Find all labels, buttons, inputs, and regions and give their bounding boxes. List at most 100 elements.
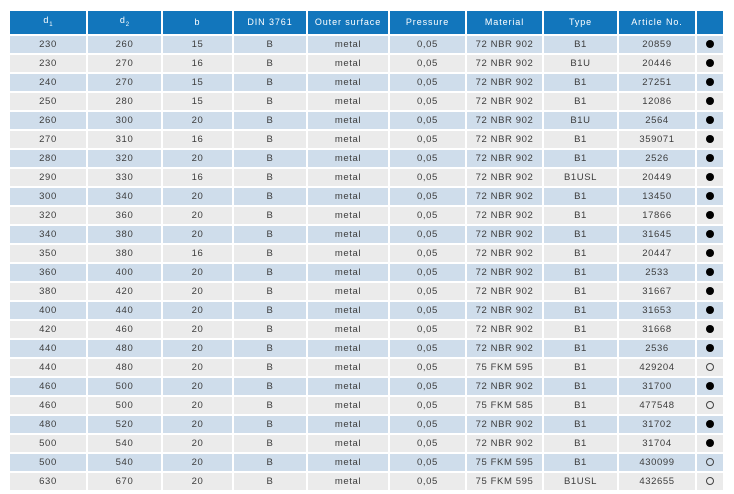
cell-b: 20 (163, 206, 234, 226)
cell-b: 20 (163, 396, 234, 416)
cell-article_no: 31653 (619, 301, 697, 321)
cell-type: B1 (544, 225, 619, 245)
column-header-label: Material (484, 17, 525, 28)
cell-availability (697, 472, 723, 492)
cell-type: B1 (544, 130, 619, 150)
cell-availability (697, 301, 723, 321)
cell-din: B (234, 339, 308, 359)
cell-type: B1 (544, 301, 619, 321)
cell-material: 75 FKM 595 (467, 453, 544, 473)
cell-d2: 280 (88, 92, 163, 112)
cell-availability (697, 35, 723, 55)
cell-article_no: 20449 (619, 168, 697, 188)
cell-material: 72 NBR 902 (467, 149, 544, 169)
cell-article_no: 31700 (619, 377, 697, 397)
cell-b: 20 (163, 415, 234, 435)
cell-din: B (234, 225, 308, 245)
cell-article_no: 27251 (619, 73, 697, 93)
cell-b: 20 (163, 453, 234, 473)
cell-availability (697, 377, 723, 397)
cell-pressure: 0,05 (390, 434, 467, 454)
cell-outer_surface: metal (308, 320, 390, 340)
availability-open-circle-icon (706, 458, 714, 467)
cell-b: 20 (163, 472, 234, 492)
cell-d2: 500 (88, 396, 163, 416)
cell-d1: 400 (10, 301, 88, 321)
cell-article_no: 2526 (619, 149, 697, 169)
availability-filled-circle-icon (706, 59, 714, 68)
cell-material: 72 NBR 902 (467, 301, 544, 321)
cell-d1: 500 (10, 434, 88, 454)
cell-pressure: 0,05 (390, 301, 467, 321)
availability-filled-circle-icon (706, 249, 714, 258)
cell-material: 72 NBR 902 (467, 206, 544, 226)
cell-d2: 300 (88, 111, 163, 131)
cell-din: B (234, 168, 308, 188)
cell-pressure: 0,05 (390, 92, 467, 112)
availability-filled-circle-icon (706, 325, 714, 334)
cell-din: B (234, 206, 308, 226)
cell-outer_surface: metal (308, 54, 390, 74)
cell-availability (697, 339, 723, 359)
cell-pressure: 0,05 (390, 149, 467, 169)
cell-din: B (234, 434, 308, 454)
cell-availability (697, 73, 723, 93)
availability-filled-circle-icon (706, 306, 714, 315)
cell-d1: 480 (10, 415, 88, 435)
column-header-label: d (119, 15, 126, 25)
cell-type: B1USL (544, 168, 619, 188)
cell-material: 75 FKM 595 (467, 472, 544, 492)
cell-b: 20 (163, 263, 234, 283)
cell-d2: 400 (88, 263, 163, 283)
cell-din: B (234, 301, 308, 321)
cell-type: B1 (544, 92, 619, 112)
cell-material: 72 NBR 902 (467, 187, 544, 207)
cell-availability (697, 282, 723, 302)
cell-material: 72 NBR 902 (467, 282, 544, 302)
cell-material: 72 NBR 902 (467, 92, 544, 112)
cell-b: 16 (163, 168, 234, 188)
cell-availability (697, 149, 723, 169)
cell-d2: 480 (88, 358, 163, 378)
availability-filled-circle-icon (706, 287, 714, 296)
cell-article_no: 2564 (619, 111, 697, 131)
availability-filled-circle-icon (706, 97, 714, 106)
cell-material: 72 NBR 902 (467, 130, 544, 150)
cell-availability (697, 206, 723, 226)
cell-outer_surface: metal (308, 301, 390, 321)
column-header-label: d (43, 15, 50, 25)
cell-availability (697, 396, 723, 416)
cell-b: 20 (163, 434, 234, 454)
column-header-label: Outer surface (314, 17, 382, 28)
cell-material: 72 NBR 902 (467, 415, 544, 435)
cell-b: 20 (163, 320, 234, 340)
cell-d1: 420 (10, 320, 88, 340)
cell-din: B (234, 282, 308, 302)
cell-outer_surface: metal (308, 396, 390, 416)
cell-type: B1 (544, 396, 619, 416)
cell-article_no: 429204 (619, 358, 697, 378)
column-header-label: b (194, 17, 201, 28)
cell-availability (697, 225, 723, 245)
cell-din: B (234, 111, 308, 131)
column-header-label: DIN 3761 (247, 17, 293, 28)
cell-d2: 670 (88, 472, 163, 492)
cell-availability (697, 168, 723, 188)
cell-pressure: 0,05 (390, 206, 467, 226)
cell-d1: 440 (10, 358, 88, 378)
cell-d2: 310 (88, 130, 163, 150)
cell-d2: 460 (88, 320, 163, 340)
cell-article_no: 20859 (619, 35, 697, 55)
cell-b: 16 (163, 244, 234, 264)
cell-material: 72 NBR 902 (467, 225, 544, 245)
